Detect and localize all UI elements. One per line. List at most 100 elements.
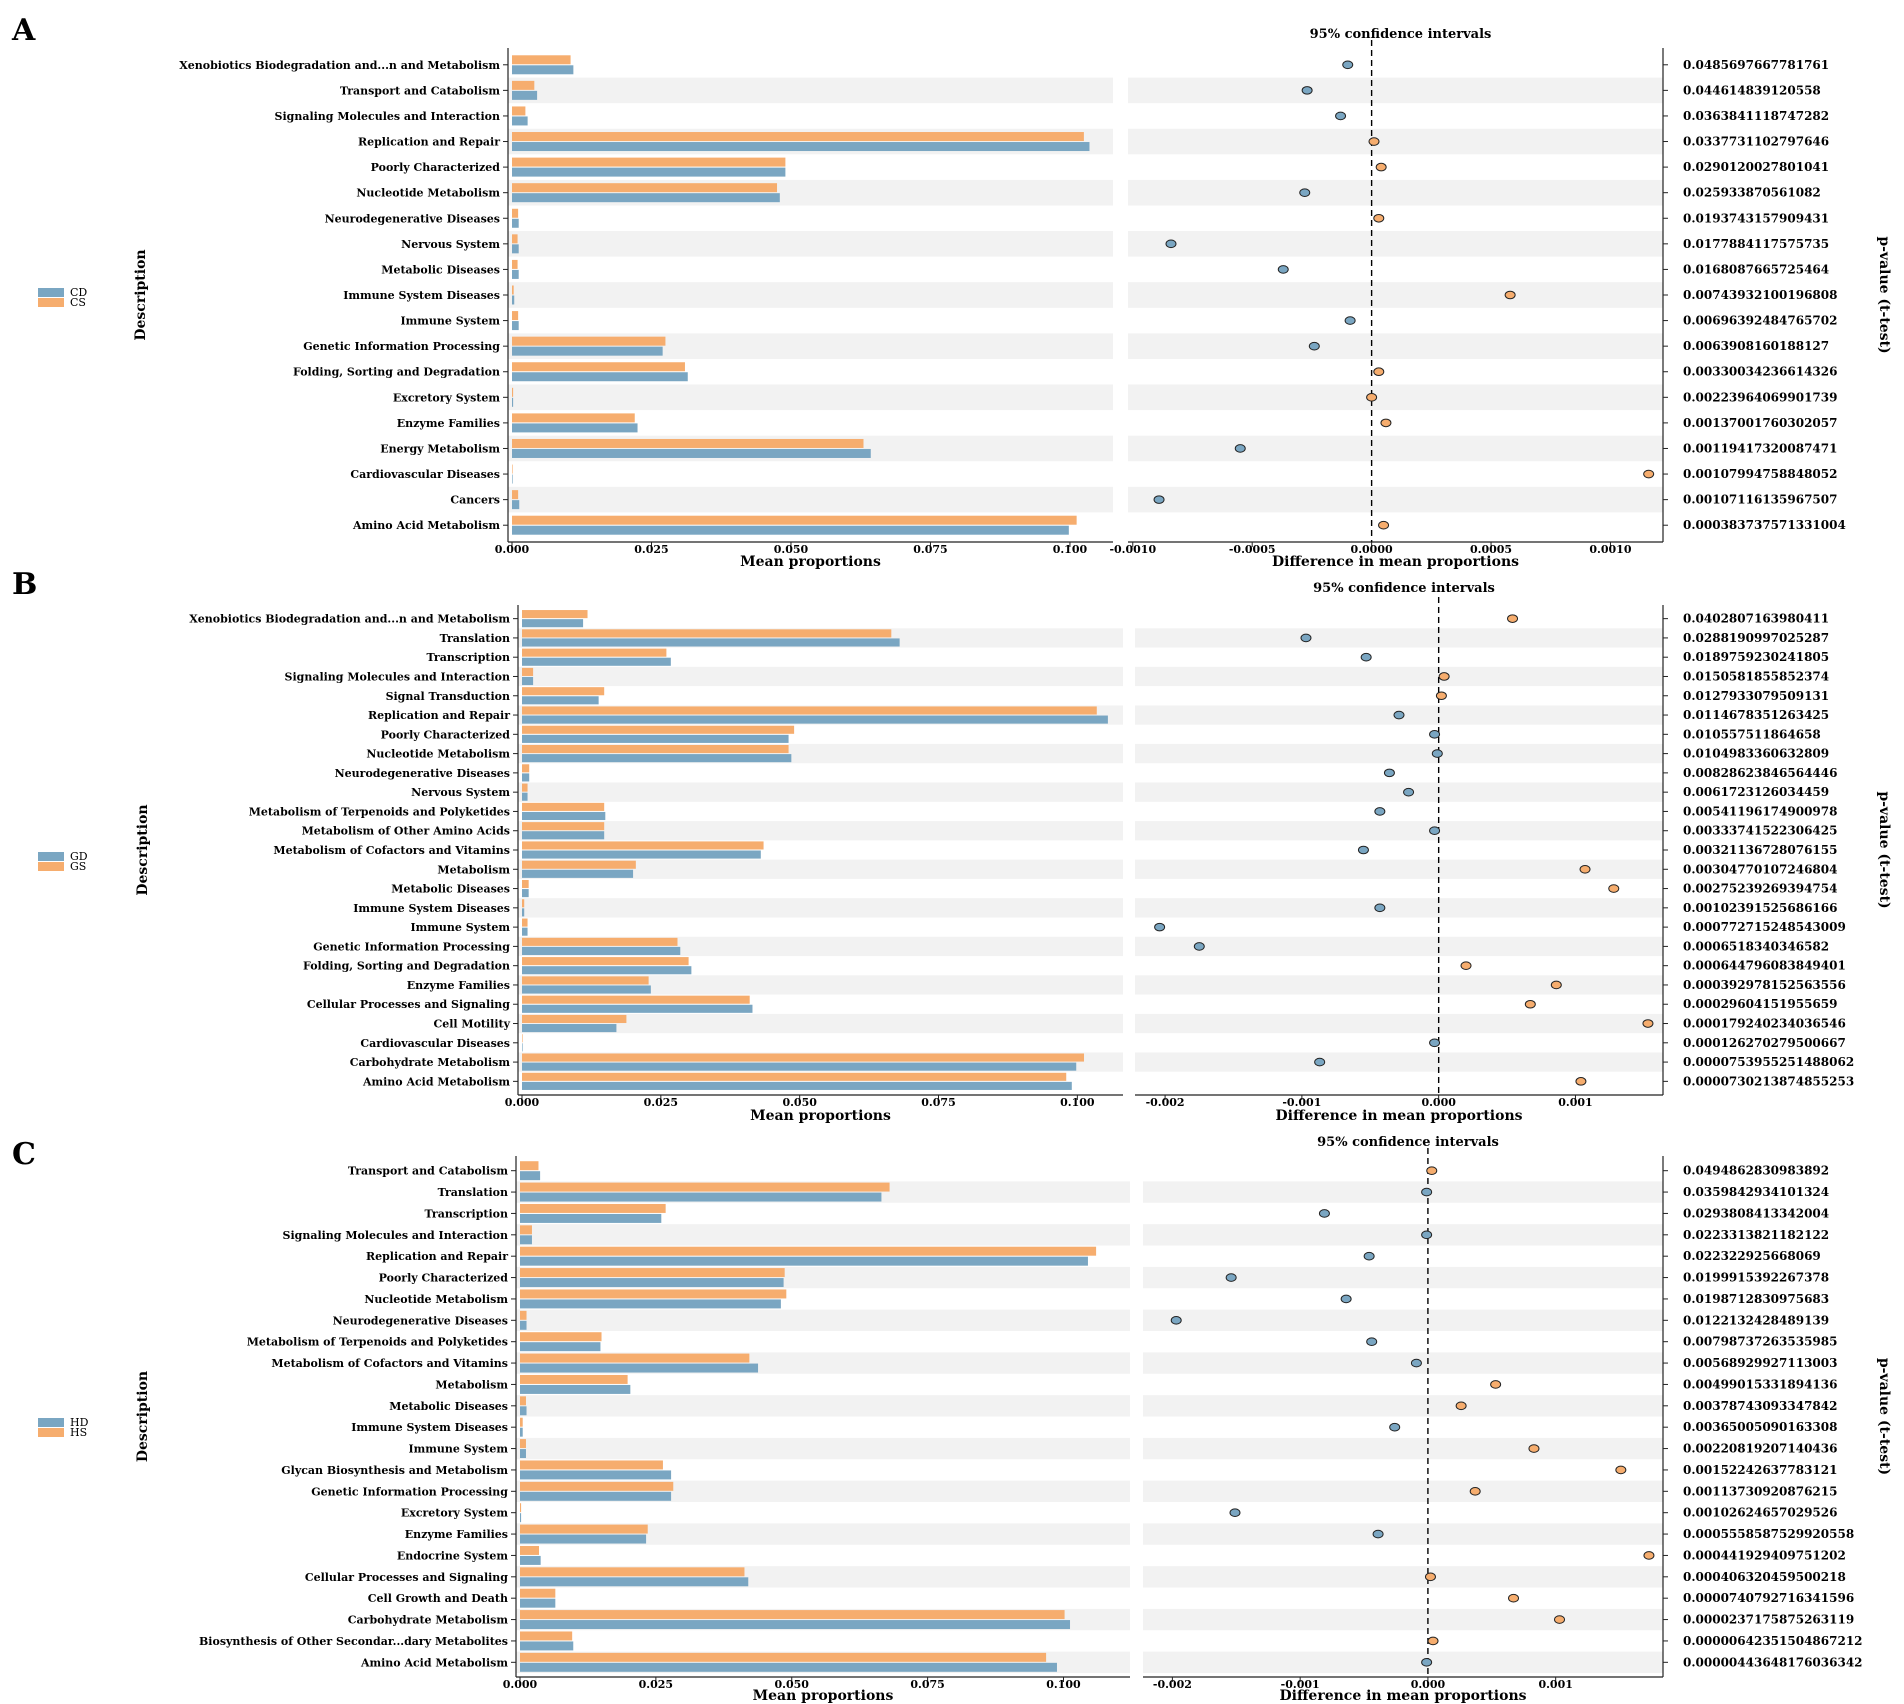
bar-hd (520, 1278, 784, 1288)
pvalue-label: 0.0189759230241805 (1683, 650, 1829, 664)
diff-point (1424, 1572, 1436, 1582)
diff-point (1438, 672, 1450, 681)
bar-cd (512, 65, 574, 75)
category-label: Nervous System (411, 786, 510, 799)
category-label: Amino Acid Metabolism (352, 519, 500, 532)
pvalue-label: 0.0337731102797646 (1683, 135, 1829, 149)
row-stripe (508, 77, 1113, 104)
diff-x-tick-label: -0.002 (1153, 1678, 1192, 1691)
mean-x-tick-label: 0.050 (774, 543, 809, 556)
bar-gd (522, 619, 584, 628)
diff-point (1389, 1422, 1401, 1432)
legend-label-cd: CD (70, 286, 87, 299)
pvalue-label: 0.000772715248543009 (1683, 920, 1846, 934)
row-stripe (1135, 628, 1663, 648)
legend-swatch-cd (38, 288, 64, 297)
pvalue-label: 0.00378743093347842 (1683, 1399, 1837, 1413)
diff-point (1575, 1077, 1587, 1086)
mean-x-tick-label: 0.075 (910, 1678, 944, 1691)
bar-hd (520, 1427, 523, 1437)
legend-label-hs: HS (70, 1426, 87, 1439)
row-stripe (1128, 384, 1663, 411)
row-stripe (1128, 486, 1663, 513)
bar-cs (512, 515, 1077, 525)
bar-cd (512, 372, 688, 382)
bar-gd (522, 638, 900, 647)
diff-point (1165, 239, 1177, 249)
pvalue-label: 0.00137001760302057 (1683, 416, 1837, 430)
bar-gs (522, 1072, 1067, 1081)
mean-x-tick-label: 0.025 (634, 543, 668, 556)
mean-x-tick-label: 0.100 (1060, 1096, 1095, 1109)
pvalue-label: 0.0000730213874855253 (1683, 1074, 1854, 1088)
diff-point (1318, 1209, 1330, 1218)
mean-x-tick-label: 0.025 (639, 1678, 673, 1691)
diff-x-tick-label: -0.0010 (1109, 543, 1156, 556)
bar-hs (520, 1545, 540, 1555)
diff-point (1380, 418, 1392, 428)
bar-gd (522, 946, 681, 955)
bar-hd (520, 1470, 672, 1480)
diff-point (1314, 1057, 1326, 1067)
category-label: Transcription (427, 651, 510, 664)
category-label: Translation (440, 632, 510, 645)
bar-hd (520, 1534, 647, 1544)
pvalue-label: 0.010557511864658 (1683, 727, 1821, 741)
category-label: Neurodegenerative Diseases (325, 212, 500, 225)
category-label: Cardiovascular Diseases (360, 1037, 510, 1050)
mean-x-tick-label: 0.025 (644, 1096, 678, 1109)
category-label: Excretory System (393, 391, 500, 404)
category-label: Xenobiotics Biodegradation and...n and M… (179, 59, 500, 72)
diff-point (1375, 162, 1387, 172)
row-stripe (508, 384, 1113, 411)
pvalue-label: 0.0293808413342004 (1683, 1206, 1829, 1220)
row-stripe (1143, 1651, 1663, 1673)
category-label: Immune System (411, 921, 511, 934)
pvalue-label: 0.0288190997025287 (1683, 631, 1829, 645)
row-stripe (516, 1224, 1130, 1246)
bar-hs (520, 1503, 522, 1513)
category-label: Cellular Processes and Signaling (305, 1571, 508, 1584)
pvalue-label: 0.0114678351263425 (1683, 708, 1829, 722)
diff-point (1360, 652, 1372, 662)
diff-x-tick-label: 0.001 (1558, 1096, 1592, 1109)
bar-cd (512, 397, 514, 407)
row-stripe (1128, 231, 1663, 257)
bar-cs (512, 157, 786, 167)
row-stripe (1143, 1395, 1663, 1417)
category-label: Cardiovascular Diseases (350, 468, 500, 481)
bar-cs (512, 183, 778, 193)
category-label: Immune System Diseases (351, 1421, 508, 1434)
row-stripe (518, 975, 1123, 995)
bar-gs (522, 1034, 523, 1043)
category-label: Metabolism of Terpenoids and Polyketides (249, 805, 510, 818)
category-label: Amino Acid Metabolism (362, 1075, 510, 1088)
bar-gd (522, 1004, 753, 1013)
category-label: Transport and Catabolism (340, 84, 501, 97)
pvalue-label: 0.0061723126034459 (1683, 785, 1829, 799)
diff-point (1342, 60, 1354, 70)
pvalue-label: 0.00321136728076155 (1683, 843, 1837, 857)
row-stripe (518, 898, 1123, 918)
category-label: Metabolic Diseases (381, 263, 500, 276)
diff-point (1528, 1444, 1540, 1453)
bar-gd (522, 696, 599, 705)
bar-gd (522, 869, 634, 878)
bar-cs (512, 285, 514, 295)
diff-x-tick-label: 0.000 (1411, 1678, 1446, 1691)
pvalue-label: 0.00365005090163308 (1683, 1420, 1837, 1434)
bar-gd (522, 676, 534, 686)
category-label: Replication and Repair (366, 1250, 508, 1263)
bar-gd (522, 773, 530, 782)
diff-point (1429, 826, 1441, 836)
category-label: Metabolism of Cofactors and Vitamins (271, 1357, 508, 1370)
diff-point (1455, 1401, 1467, 1411)
bar-cd (512, 269, 519, 279)
pvalue-label: 0.0494862830983892 (1683, 1164, 1829, 1178)
legend-label-gs: GS (70, 860, 86, 873)
diff-point (1421, 1658, 1433, 1667)
description-axis-label: Description (133, 249, 149, 340)
diff-point (1393, 710, 1405, 720)
pvalue-label: 0.0198712830975683 (1683, 1292, 1829, 1306)
pvalue-label: 0.00119417320087471 (1683, 441, 1837, 455)
